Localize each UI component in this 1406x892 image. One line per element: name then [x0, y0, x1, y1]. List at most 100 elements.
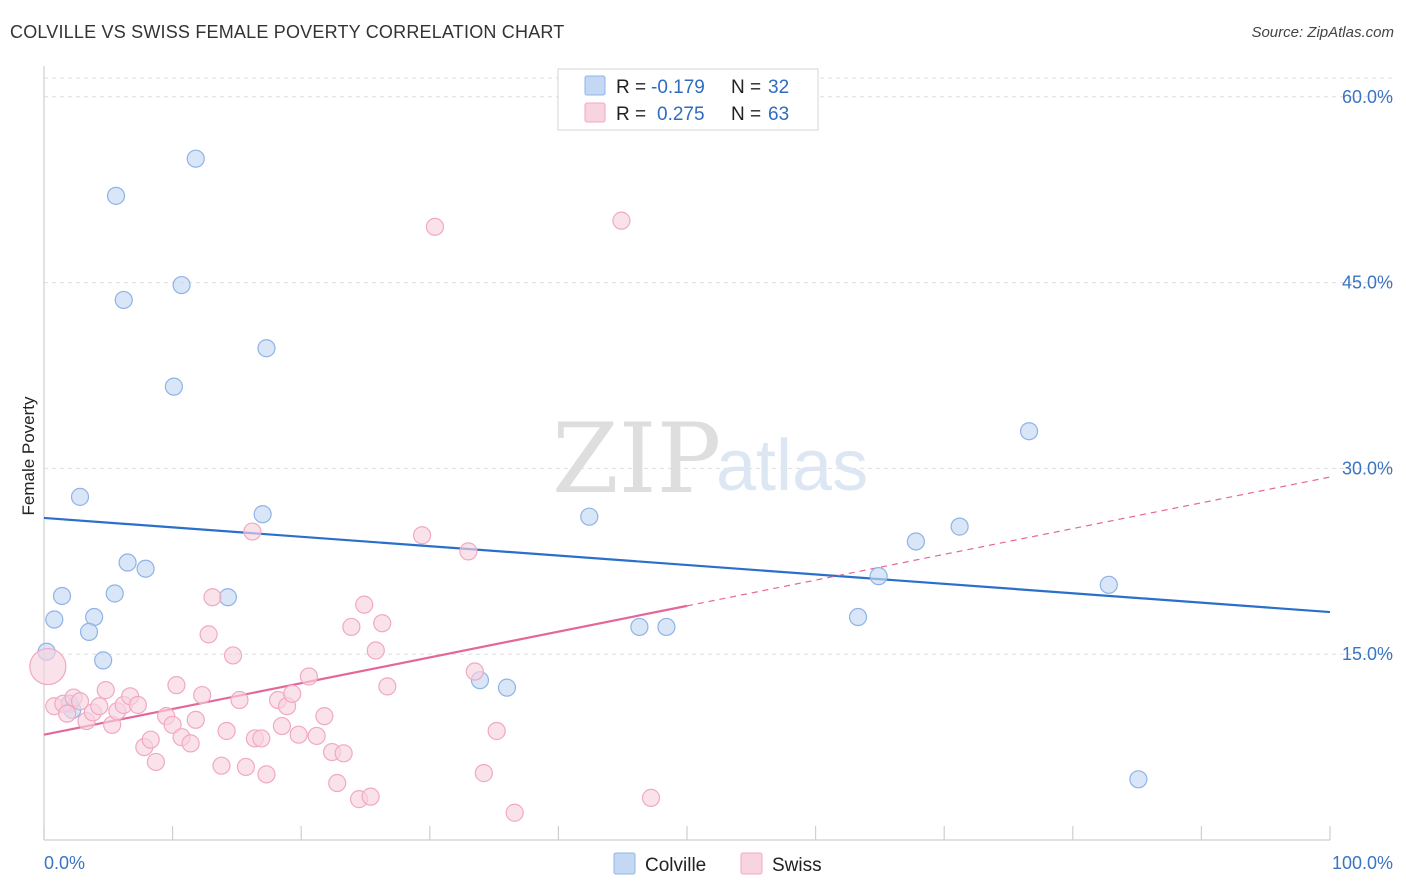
point-colville	[218, 588, 237, 607]
legend-series: Colville Swiss	[613, 852, 822, 876]
point-colville	[118, 553, 137, 572]
legend-swatch-swiss	[584, 102, 606, 123]
point-colville	[630, 617, 649, 637]
point-swiss	[334, 744, 353, 763]
point-colville	[253, 505, 272, 524]
point-swiss	[223, 646, 243, 665]
point-colville	[1129, 770, 1148, 789]
point-swiss	[70, 692, 90, 711]
y-tick-label: 45.0%	[1342, 273, 1393, 293]
point-colville	[94, 651, 113, 670]
x-tick-label-min: 0.0%	[44, 853, 85, 873]
point-swiss	[342, 617, 361, 637]
point-colville	[580, 507, 599, 526]
point-colville	[136, 559, 155, 578]
point-swiss	[252, 729, 271, 748]
point-swiss	[328, 773, 347, 793]
point-colville	[45, 610, 64, 629]
point-swiss	[641, 788, 661, 807]
point-colville	[497, 678, 517, 697]
point-colville	[906, 532, 926, 551]
y-tick-label: 15.0%	[1342, 644, 1393, 664]
point-swiss	[373, 614, 392, 633]
point-swiss	[29, 647, 67, 686]
watermark: ZIP atlas	[552, 403, 868, 515]
point-swiss	[299, 667, 319, 686]
legend-n-label-swiss: N =	[731, 104, 761, 125]
point-swiss	[146, 752, 165, 772]
point-swiss	[505, 803, 524, 822]
point-swiss	[212, 756, 231, 775]
legend-n-label-colville: N =	[731, 77, 761, 98]
point-colville	[848, 607, 868, 627]
point-colville	[106, 186, 126, 205]
point-colville	[105, 584, 124, 603]
point-colville	[657, 617, 676, 637]
point-swiss	[272, 716, 292, 736]
y-tick-labels: 15.0% 30.0% 45.0% 60.0%	[1342, 87, 1393, 664]
point-swiss	[58, 704, 77, 723]
y-tick-label: 30.0%	[1342, 458, 1393, 478]
point-swiss	[236, 757, 256, 777]
point-colville	[257, 339, 276, 358]
point-colville	[1019, 422, 1039, 441]
point-colville	[164, 377, 183, 396]
point-swiss	[230, 690, 249, 710]
point-swiss	[474, 764, 493, 783]
watermark-zip: ZIP	[552, 403, 721, 515]
legend-swatch-colville	[584, 75, 606, 96]
point-swiss	[163, 715, 182, 734]
legend-bottom-swatch-colville	[613, 852, 636, 875]
point-swiss	[612, 211, 631, 230]
point-colville	[869, 567, 888, 586]
legend-bottom-label-swiss: Swiss	[772, 855, 822, 876]
point-swiss	[378, 677, 397, 696]
point-colville	[114, 290, 133, 310]
point-swiss	[203, 588, 222, 607]
point-colville	[172, 275, 191, 295]
point-swiss	[412, 526, 432, 545]
watermark-atlas: atlas	[716, 426, 868, 506]
point-swiss	[366, 641, 385, 660]
point-colville	[79, 622, 99, 641]
point-swiss	[459, 542, 478, 561]
point-swiss	[361, 787, 380, 806]
point-swiss	[199, 625, 218, 644]
axes	[43, 66, 1331, 841]
legend-r-label-colville: R =	[616, 77, 646, 98]
legend-r-label-swiss: R =	[616, 104, 646, 125]
point-swiss	[355, 595, 374, 614]
y-tick-label: 60.0%	[1342, 87, 1393, 107]
point-swiss	[167, 676, 186, 695]
legend-stats: R = -0.179 N = 32 R = 0.275 N = 63	[557, 68, 819, 131]
point-swiss	[283, 684, 302, 703]
point-swiss	[128, 695, 147, 715]
data-points	[29, 149, 1148, 822]
point-swiss	[289, 725, 308, 744]
legend-r-value-swiss: 0.275	[657, 104, 705, 125]
point-colville	[1099, 575, 1118, 594]
point-swiss	[186, 710, 205, 729]
point-swiss	[465, 662, 484, 681]
chart-title: COLVILLE VS SWISS FEMALE POVERTY CORRELA…	[10, 22, 565, 42]
point-swiss	[257, 765, 276, 784]
legend-bottom-label-colville: Colville	[645, 855, 706, 876]
legend-r-value-colville: -0.179	[651, 77, 705, 98]
point-swiss	[487, 721, 506, 741]
point-swiss	[141, 730, 160, 749]
point-swiss	[307, 726, 326, 746]
point-swiss	[243, 522, 262, 541]
point-swiss	[217, 721, 236, 741]
y-axis-title: Female Poverty	[19, 396, 38, 516]
point-swiss	[425, 217, 445, 236]
point-colville	[950, 517, 969, 536]
legend-bottom-swatch-swiss	[740, 852, 763, 875]
point-swiss	[181, 734, 200, 753]
trend-line-swiss	[43, 604, 688, 736]
point-swiss	[96, 681, 115, 700]
point-colville	[186, 149, 205, 168]
point-swiss	[193, 685, 212, 705]
point-colville	[52, 586, 72, 606]
legend-n-value-colville: 32	[768, 77, 789, 98]
